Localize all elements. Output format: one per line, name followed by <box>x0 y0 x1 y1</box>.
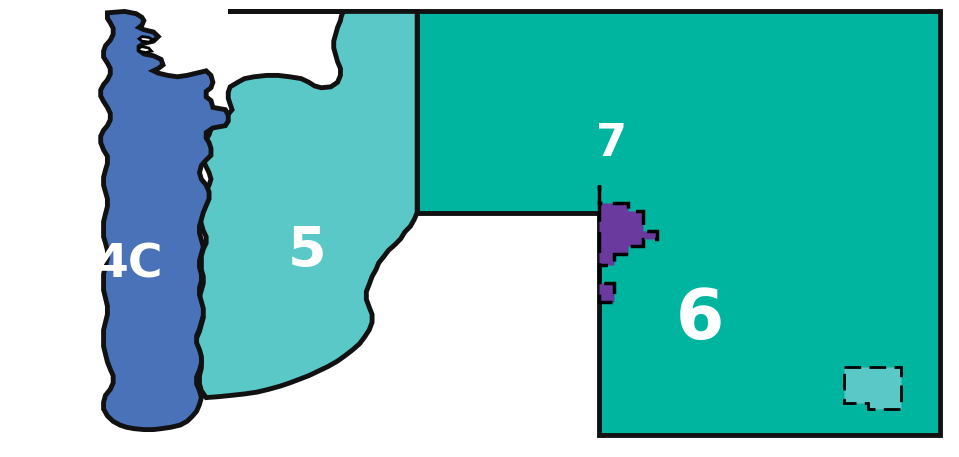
Polygon shape <box>844 367 901 409</box>
Text: 6: 6 <box>676 287 724 353</box>
Polygon shape <box>417 11 940 435</box>
Text: 7: 7 <box>596 122 627 165</box>
Polygon shape <box>139 37 153 42</box>
Polygon shape <box>197 11 417 398</box>
Polygon shape <box>599 185 657 302</box>
Polygon shape <box>139 47 152 53</box>
Polygon shape <box>101 11 228 430</box>
Text: 4C: 4C <box>96 243 163 287</box>
Text: 5: 5 <box>288 224 326 278</box>
